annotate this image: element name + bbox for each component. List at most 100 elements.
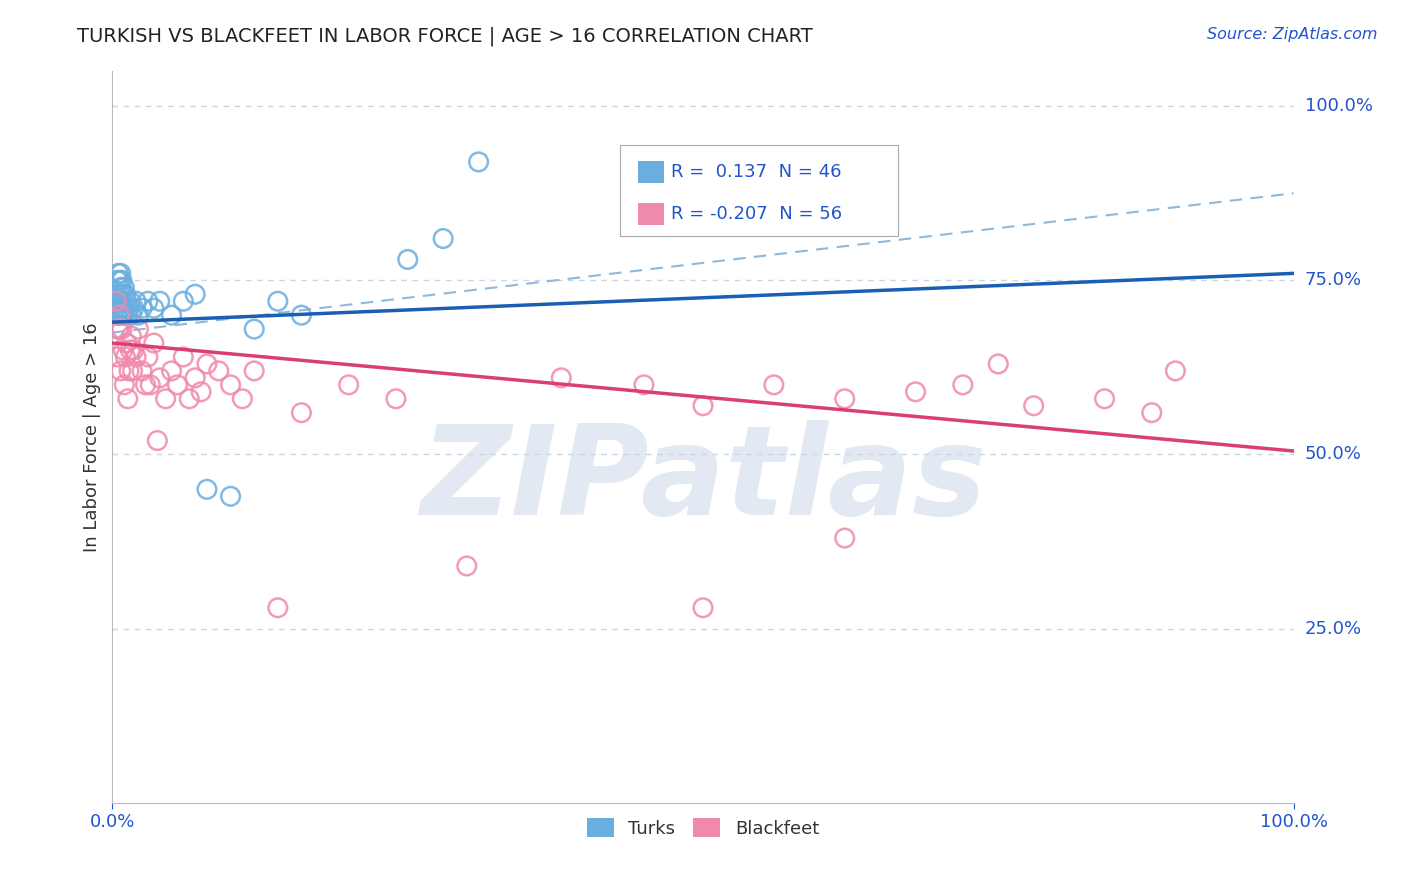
Point — [105, 287, 128, 301]
Point — [550, 371, 572, 385]
Point — [692, 600, 714, 615]
Point — [834, 392, 856, 406]
Point — [110, 280, 132, 294]
Point — [111, 294, 134, 309]
Point — [987, 357, 1010, 371]
Point — [125, 350, 148, 364]
Point — [108, 273, 131, 287]
Point — [195, 483, 218, 497]
Point — [155, 392, 177, 406]
Text: 75.0%: 75.0% — [1305, 271, 1362, 289]
Point — [108, 308, 131, 322]
Point — [121, 364, 143, 378]
Point — [122, 301, 145, 316]
Point — [456, 558, 478, 573]
Point — [219, 377, 242, 392]
Point — [160, 308, 183, 322]
Text: TURKISH VS BLACKFEET IN LABOR FORCE | AGE > 16 CORRELATION CHART: TURKISH VS BLACKFEET IN LABOR FORCE | AG… — [77, 27, 813, 46]
Point — [1164, 364, 1187, 378]
Point — [112, 343, 135, 357]
Text: ZIPatlas: ZIPatlas — [420, 420, 986, 541]
Point — [172, 350, 194, 364]
Point — [112, 308, 135, 322]
Point — [122, 343, 145, 357]
Point — [267, 294, 290, 309]
Point — [127, 308, 149, 322]
Point — [120, 308, 142, 322]
Point — [142, 336, 165, 351]
Point — [105, 301, 128, 316]
Point — [104, 294, 127, 309]
Point — [107, 322, 129, 336]
Point — [120, 294, 142, 309]
FancyBboxPatch shape — [620, 145, 898, 235]
Point — [1022, 399, 1045, 413]
Point — [125, 294, 148, 309]
Point — [432, 231, 454, 245]
Point — [120, 329, 142, 343]
Point — [243, 364, 266, 378]
Text: R =  0.137  N = 46: R = 0.137 N = 46 — [671, 162, 842, 181]
Text: 50.0%: 50.0% — [1305, 445, 1361, 464]
Point — [290, 406, 312, 420]
Point — [231, 392, 253, 406]
Point — [111, 273, 134, 287]
Point — [118, 301, 141, 316]
Point — [112, 280, 135, 294]
Point — [117, 308, 139, 322]
FancyBboxPatch shape — [638, 161, 664, 183]
Point — [114, 287, 136, 301]
Point — [166, 377, 188, 392]
Point — [633, 377, 655, 392]
Point — [692, 399, 714, 413]
Point — [118, 364, 141, 378]
FancyBboxPatch shape — [638, 202, 664, 225]
Point — [105, 308, 128, 322]
Point — [107, 266, 129, 280]
Point — [135, 377, 157, 392]
Point — [131, 301, 153, 316]
Point — [243, 322, 266, 336]
Point — [120, 343, 142, 357]
Point — [110, 266, 132, 280]
Point — [114, 350, 136, 364]
Point — [139, 377, 162, 392]
Point — [105, 350, 128, 364]
Point — [190, 384, 212, 399]
Point — [131, 364, 153, 378]
Point — [219, 489, 242, 503]
Point — [107, 294, 129, 309]
Point — [160, 364, 183, 378]
Point — [108, 308, 131, 322]
Point — [127, 322, 149, 336]
Point — [136, 294, 159, 309]
Point — [467, 155, 489, 169]
Point — [149, 294, 172, 309]
Point — [290, 308, 312, 322]
Point — [115, 294, 138, 309]
Point — [111, 322, 134, 336]
Point — [337, 377, 360, 392]
Point — [112, 377, 135, 392]
Point — [112, 287, 135, 301]
Text: 100.0%: 100.0% — [1305, 97, 1372, 115]
Point — [110, 364, 132, 378]
Y-axis label: In Labor Force | Age > 16: In Labor Force | Age > 16 — [83, 322, 101, 552]
Point — [396, 252, 419, 267]
Point — [115, 336, 138, 351]
Point — [105, 273, 128, 287]
Point — [110, 301, 132, 316]
Point — [208, 364, 231, 378]
Point — [195, 357, 218, 371]
Point — [107, 322, 129, 336]
Point — [834, 531, 856, 545]
Point — [146, 434, 169, 448]
Point — [385, 392, 408, 406]
Point — [267, 600, 290, 615]
Point — [142, 301, 165, 316]
Point — [1094, 392, 1116, 406]
Point — [105, 294, 128, 309]
Text: Source: ZipAtlas.com: Source: ZipAtlas.com — [1208, 27, 1378, 42]
Point — [114, 301, 136, 316]
Point — [172, 294, 194, 309]
